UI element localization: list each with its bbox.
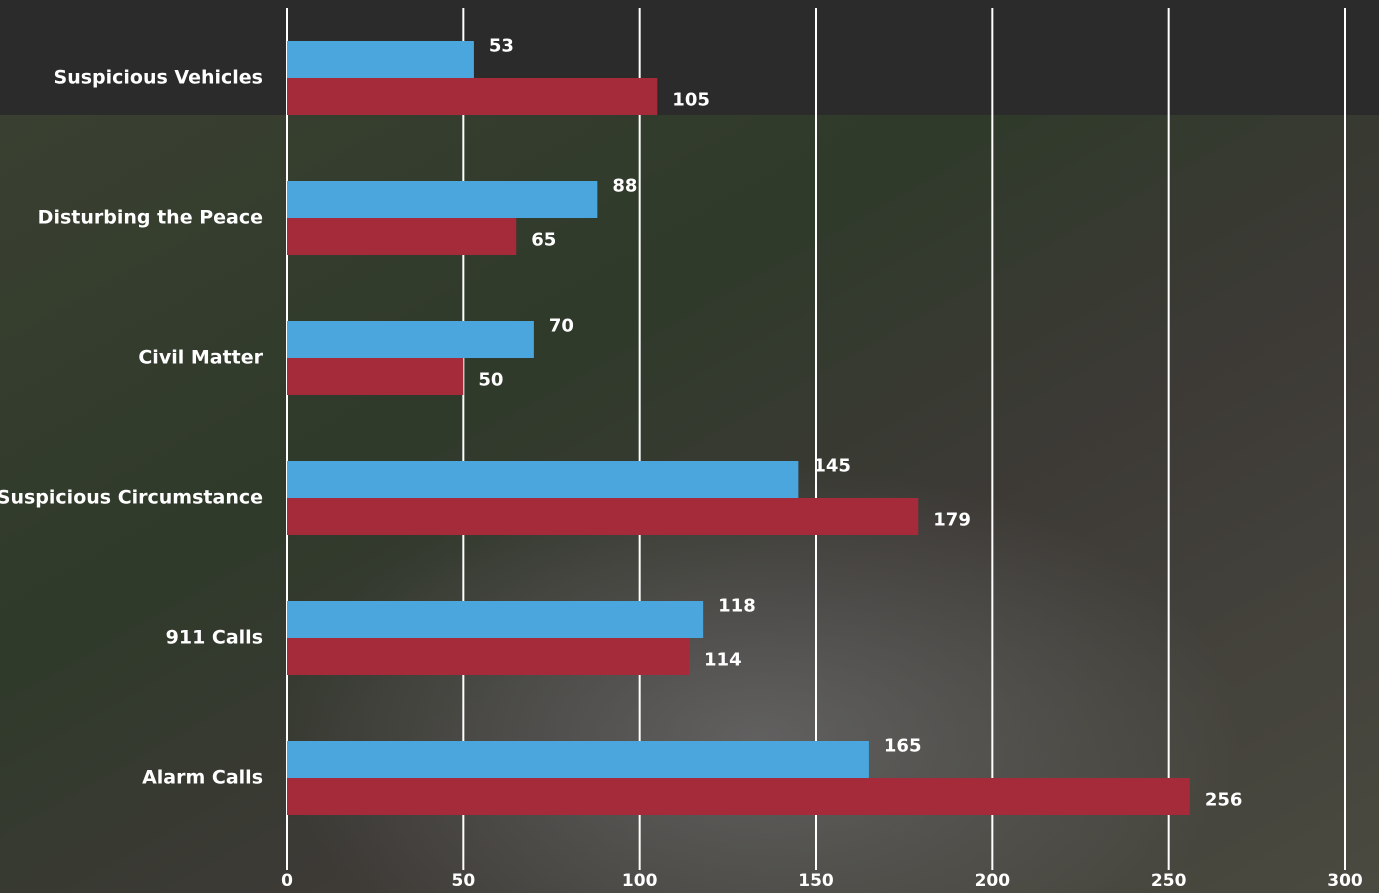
bar [287,638,690,675]
bar [287,778,1190,815]
bar [287,741,869,778]
bar [287,498,919,535]
bar [287,41,474,78]
x-tick-label: 300 [1327,871,1363,891]
data-label: 70 [549,316,574,337]
bar [287,321,534,358]
data-label: 114 [704,650,742,671]
data-label: 65 [531,230,556,251]
x-tick-label: 50 [451,871,475,891]
header-band [0,0,1379,115]
data-label: 165 [884,736,922,757]
data-label: 145 [813,456,851,477]
x-tick-label: 200 [975,871,1011,891]
data-label: 179 [933,510,971,531]
data-label: 256 [1205,790,1243,811]
x-tick-label: 250 [1151,871,1187,891]
bar [287,461,799,498]
y-tick-label: Suspicious Circumstance [0,487,263,509]
y-tick-label: Alarm Calls [142,767,263,789]
y-tick-label: 911 Calls [166,627,263,649]
y-tick-label: Civil Matter [138,347,263,369]
y-tick-label: Suspicious Vehicles [54,67,263,89]
bar [287,181,598,218]
data-label: 105 [672,90,710,111]
bar [287,218,517,255]
data-label: 118 [718,596,756,617]
data-label: 53 [489,36,514,57]
bar [287,78,658,115]
x-tick-label: 100 [622,871,658,891]
y-tick-label: Disturbing the Peace [38,207,263,229]
x-tick-label: 0 [281,871,293,891]
bar [287,601,704,638]
x-tick-label: 150 [798,871,834,891]
data-label: 50 [478,370,503,391]
data-label: 88 [612,176,637,197]
bar [287,358,464,395]
